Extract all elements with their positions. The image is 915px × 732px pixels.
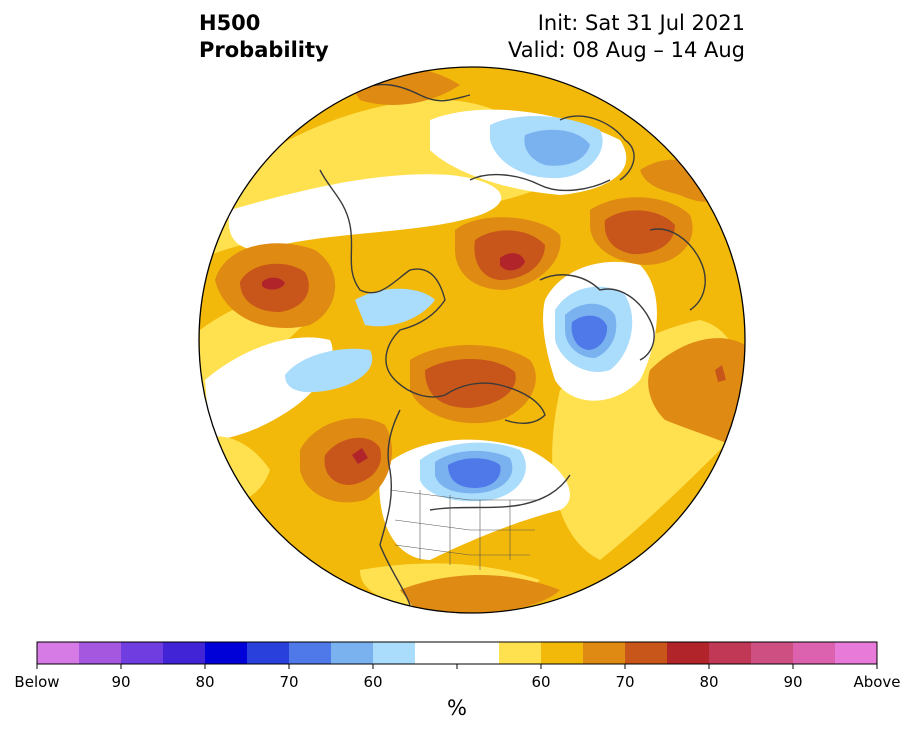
coastlines: [319, 83, 706, 606]
title-block-left: H500 Probability: [199, 10, 329, 64]
colorbar-swatch: [289, 642, 332, 664]
colorbar-swatch: [499, 642, 542, 664]
colorbar-label: 90: [111, 673, 131, 691]
colorbar-label: 80: [699, 673, 719, 691]
title-variable: H500: [199, 11, 261, 35]
valid-period: Valid: 08 Aug – 14 Aug: [507, 38, 745, 62]
colorbar-label: Above: [853, 673, 901, 691]
colorbar-label: Below: [14, 673, 60, 691]
colorbar-swatch: [79, 642, 122, 664]
colorbar-swatch: [541, 642, 584, 664]
colorbar-swatch: [415, 642, 458, 664]
polar-map: [198, 66, 746, 614]
init-date: Init: Sat 31 Jul 2021: [537, 11, 745, 35]
colorbar-label: 90: [783, 673, 803, 691]
colorbar-swatch: [205, 642, 248, 664]
title-probability: Probability: [199, 38, 329, 62]
globe-outline: [198, 66, 746, 614]
colorbar-swatch: [163, 642, 206, 664]
colorbar-label: 70: [615, 673, 635, 691]
colorbar-swatch: [121, 642, 164, 664]
colorbar-swatch: [457, 642, 500, 664]
colorbar-label: 80: [195, 673, 215, 691]
colorbar-swatch: [583, 642, 626, 664]
colorbar-frame: [36, 641, 878, 665]
colorbar-swatch: [667, 642, 710, 664]
colorbar-swatch: [37, 642, 80, 664]
state-boundaries: [389, 489, 540, 570]
colorbar-swatch: [247, 642, 290, 664]
below-normal-regions: [285, 115, 633, 502]
colorbar-swatch: [373, 642, 416, 664]
colorbar-swatch: [625, 642, 668, 664]
colorbar-label: 60: [531, 673, 551, 691]
colorbar-unit: %: [447, 696, 467, 720]
colorbar-swatches: [36, 642, 878, 669]
colorbar-swatch: [751, 642, 794, 664]
colorbar-label: 70: [279, 673, 299, 691]
colorbar-swatch: [331, 642, 374, 664]
probability-field: [199, 67, 745, 613]
title-block-right: Init: Sat 31 Jul 2021 Valid: 08 Aug – 14…: [508, 10, 745, 64]
colorbar-swatch: [835, 642, 878, 664]
colorbar: [36, 641, 878, 669]
colorbar-swatch: [709, 642, 752, 664]
colorbar-swatch: [793, 642, 836, 664]
colorbar-label: 60: [363, 673, 383, 691]
